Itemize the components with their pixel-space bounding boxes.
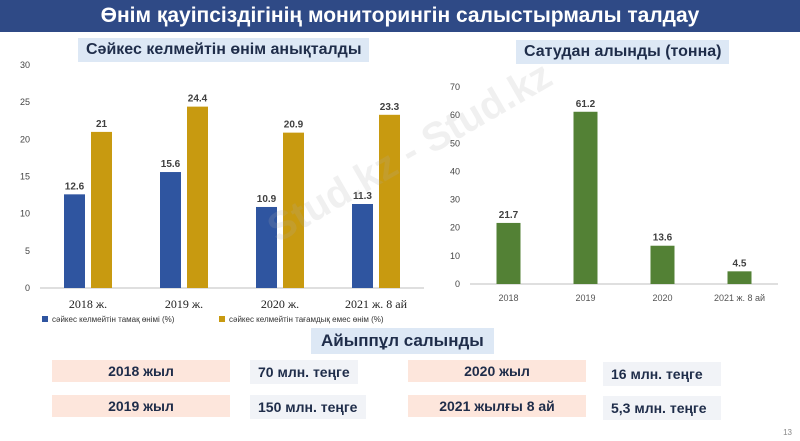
right-y-tick-label: 0 xyxy=(455,279,460,289)
fine-amount-2021: 5,3 млн. теңге xyxy=(603,396,721,420)
left-legend-swatch xyxy=(219,316,225,322)
left-bar xyxy=(256,206,277,288)
fine-year-2021: 2021 жылғы 8 ай xyxy=(408,395,586,417)
page-title: Өнім қауіпсіздігінің мониторингін салыст… xyxy=(0,0,800,32)
left-y-tick-label: 0 xyxy=(25,283,30,293)
fine-year-2019: 2019 жыл xyxy=(52,395,230,417)
left-bar-value-label: 11.3 xyxy=(353,191,372,202)
left-legend-label: сәйкес келмейтін тамақ өнімі (%) xyxy=(52,315,175,324)
right-y-tick-label: 50 xyxy=(450,138,460,148)
left-bar-value-label: 12.6 xyxy=(65,181,85,192)
left-chart-title: Сәйкес келмейтін өнім анықталды xyxy=(78,38,370,62)
left-bar xyxy=(64,194,85,288)
right-y-tick-label: 60 xyxy=(450,110,460,120)
left-bar-value-label: 24.4 xyxy=(188,94,208,105)
left-category-label: 2019 ж. xyxy=(165,297,203,311)
right-y-tick-label: 70 xyxy=(450,82,460,92)
left-bar xyxy=(160,172,181,288)
page-number: 13 xyxy=(783,428,792,437)
left-bar xyxy=(283,132,304,288)
right-category-label: 2021 ж. 8 ай xyxy=(714,293,765,303)
left-y-tick-label: 30 xyxy=(20,60,30,70)
right-bar-value-label: 13.6 xyxy=(653,233,673,244)
right-y-tick-label: 20 xyxy=(450,223,460,233)
right-category-label: 2019 xyxy=(575,293,595,303)
fine-amount-2018: 70 млн. теңге xyxy=(250,360,358,384)
left-y-tick-label: 10 xyxy=(20,209,30,219)
fines-title: Айыппұл салынды xyxy=(311,328,494,354)
right-bar-value-label: 4.5 xyxy=(733,258,747,269)
right-chart-title: Сатудан алынды (тонна) xyxy=(516,40,730,64)
right-bar xyxy=(573,111,598,284)
right-bar xyxy=(496,222,521,284)
right-bar-value-label: 21.7 xyxy=(499,210,519,221)
left-y-tick-label: 15 xyxy=(20,172,30,182)
right-category-label: 2018 xyxy=(498,293,518,303)
fine-amount-2020: 16 млн. теңге xyxy=(603,362,721,386)
left-bar-value-label: 20.9 xyxy=(284,120,304,131)
left-legend-label: сәйкес келмейтін тағамдық емес өнім (%) xyxy=(229,315,384,324)
right-y-tick-label: 30 xyxy=(450,195,460,205)
left-bar-value-label: 10.9 xyxy=(257,194,277,205)
right-bar xyxy=(650,245,675,284)
left-category-label: 2020 ж. xyxy=(261,297,299,311)
left-bar xyxy=(91,131,112,288)
fine-year-2020: 2020 жыл xyxy=(408,360,586,382)
left-y-tick-label: 25 xyxy=(20,97,30,107)
right-category-label: 2020 xyxy=(652,293,672,303)
left-category-label: 2021 ж. 8 ай xyxy=(345,297,408,311)
left-bar-value-label: 23.3 xyxy=(380,102,400,113)
left-bar xyxy=(352,204,373,288)
left-bar-value-label: 15.6 xyxy=(161,159,181,170)
fine-year-2018: 2018 жыл xyxy=(52,360,230,382)
left-y-tick-label: 20 xyxy=(20,134,30,144)
right-bar xyxy=(727,271,752,284)
left-legend-swatch xyxy=(42,316,48,322)
left-bar xyxy=(379,114,400,288)
fine-amount-2019: 150 млн. теңге xyxy=(250,395,366,419)
right-y-tick-label: 10 xyxy=(450,251,460,261)
right-y-tick-label: 40 xyxy=(450,166,460,176)
right-bar-value-label: 61.2 xyxy=(576,99,596,110)
left-category-label: 2018 ж. xyxy=(69,297,107,311)
left-bar-value-label: 21 xyxy=(96,119,108,130)
left-bar xyxy=(187,106,208,288)
left-y-tick-label: 5 xyxy=(25,246,30,256)
